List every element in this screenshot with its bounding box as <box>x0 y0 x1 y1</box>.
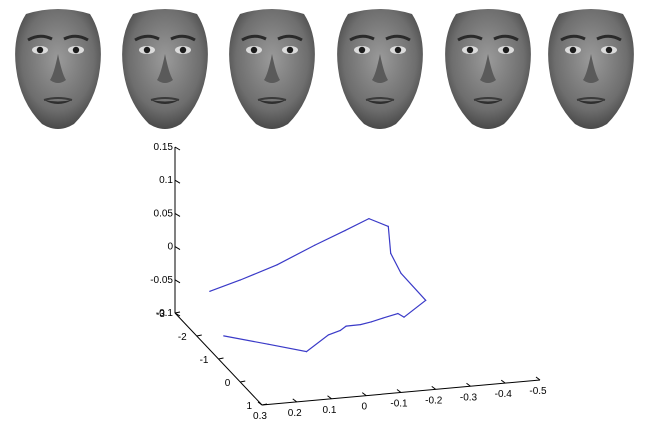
z-tick-mark <box>174 279 181 284</box>
z-tick-label: -0.1 <box>156 308 174 319</box>
chart-axes <box>174 147 541 406</box>
y-tick-label: 0 <box>225 378 231 389</box>
trajectory-line <box>209 217 427 353</box>
x-tick-mark <box>466 382 471 387</box>
y-tick-label: -3 <box>156 309 165 320</box>
x-tick-mark <box>431 385 437 390</box>
x-tick-mark <box>327 395 332 400</box>
x-tick-mark <box>500 379 506 384</box>
trajectory-point <box>370 321 373 323</box>
z-tick-label: 0.15 <box>154 142 174 153</box>
x-tick-label: -0.1 <box>390 399 408 410</box>
x-tick-label: 0.1 <box>323 405 337 416</box>
x-tick-label: 0.3 <box>253 411 267 422</box>
trajectory-point <box>390 252 392 254</box>
z-tick-mark <box>174 179 181 184</box>
z-tick-mark <box>174 246 181 251</box>
trajectory-point <box>400 272 402 274</box>
trajectory-point <box>425 299 427 301</box>
y-tick-mark <box>174 311 181 314</box>
x-tick-label: 0.2 <box>288 408 302 419</box>
trajectory-point <box>209 290 211 292</box>
trajectory-point <box>327 334 330 336</box>
face-image <box>548 9 634 129</box>
z-tick-label: -0.05 <box>150 275 173 286</box>
trajectory-point <box>239 279 241 281</box>
trajectory-point <box>267 343 269 345</box>
x-tick-mark <box>361 392 367 397</box>
y-tick-label: 1 <box>246 401 252 412</box>
chart-series <box>209 217 427 353</box>
face-image <box>229 9 315 129</box>
face-image <box>122 9 208 129</box>
trajectory-point <box>387 225 389 227</box>
y-tick-label: -1 <box>200 355 209 366</box>
x-tick-label: -0.4 <box>495 389 513 400</box>
trajectory-point <box>403 316 405 318</box>
trajectory-point <box>223 335 225 337</box>
y-tick-mark <box>196 334 202 337</box>
z-tick-mark <box>174 146 181 151</box>
trajectory-point <box>359 323 362 326</box>
trajectory-point <box>382 317 384 319</box>
z-tick-label: 0.1 <box>159 175 173 186</box>
chart-ticks: 0.3 0.2 0.1 0 -0.1 -0.2 -0.3 -0.4 -0.5 -3 -2 -1 0 1 0.… <box>150 142 547 422</box>
trajectory-point <box>368 217 370 220</box>
x-tick-mark <box>535 376 541 381</box>
x-tick-mark <box>396 389 402 393</box>
x-tick-mark <box>292 398 298 403</box>
face-strip <box>0 0 645 140</box>
x-tick-label: -0.3 <box>460 392 478 403</box>
z-tick-mark <box>174 312 181 317</box>
trajectory-point <box>344 230 346 232</box>
trajectory-point <box>305 350 308 353</box>
z-tick-label: 0 <box>167 242 173 253</box>
z-tick-label: 0.05 <box>154 208 174 219</box>
x-tick-mark <box>257 401 263 406</box>
y-tick-label: -2 <box>178 332 187 343</box>
z-tick-mark <box>174 212 181 217</box>
face-image <box>445 9 531 129</box>
x-tick-label: -0.5 <box>529 386 547 397</box>
x-tick-label: -0.2 <box>425 395 443 406</box>
y-tick-mark <box>240 380 246 383</box>
y-tick-mark <box>261 403 268 406</box>
trajectory-point <box>314 244 316 246</box>
face-image <box>15 9 101 129</box>
trajectory-point <box>397 312 399 315</box>
trajectory-point <box>276 264 278 266</box>
y-tick-mark <box>218 357 224 360</box>
trajectory-point <box>345 325 347 327</box>
face-image <box>337 9 423 129</box>
x-tick-label: 0 <box>361 402 367 413</box>
trajectory-point <box>339 329 341 332</box>
